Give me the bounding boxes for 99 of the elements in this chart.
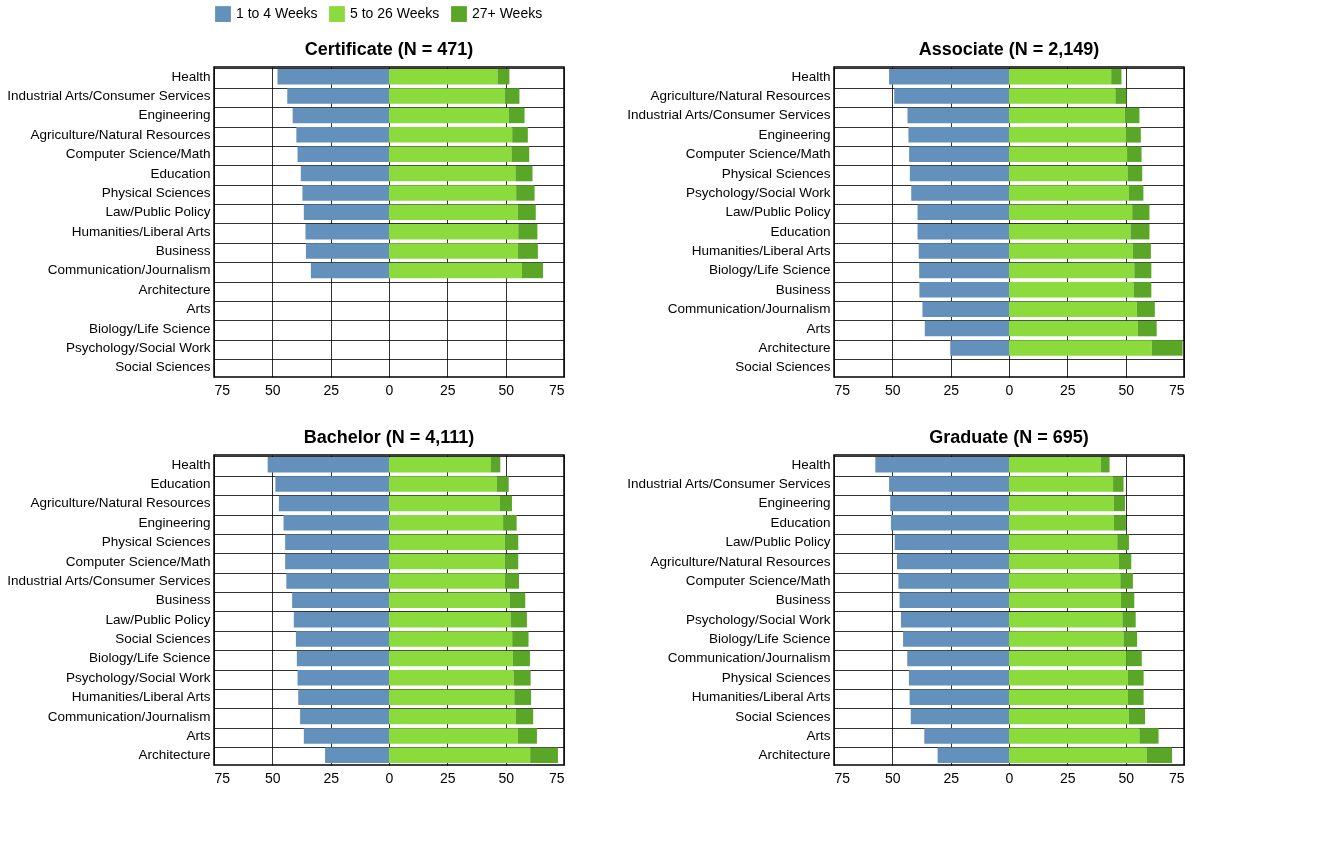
chart-title: Bachelor (N = 4,111) (303, 427, 475, 447)
x-tick-label: 50 (885, 769, 901, 786)
y-tick-label: Law/Public Policy (725, 204, 831, 220)
x-tick-label: 25 (943, 381, 960, 398)
y-tick-label: Engineering (758, 495, 831, 511)
y-tick-label: Psychology/Social Work (685, 611, 831, 627)
x-tick-label: 25 (1060, 381, 1076, 398)
x-tick-label: 50 (885, 381, 901, 398)
x-tick-label: 75 (1168, 769, 1185, 786)
y-tick-label: Biology/Life Science (88, 320, 211, 336)
x-tick-label: 0 (385, 381, 394, 398)
x-tick-label: 75 (548, 381, 565, 398)
x-tick-label: 75 (214, 769, 231, 786)
y-tick-label: Education (150, 165, 211, 181)
y-tick-label: Agriculture/Natural Resources (650, 553, 831, 569)
y-tick-label: Communication/Journalism (47, 708, 211, 724)
y-tick-label: Agriculture/Natural Resources (30, 126, 211, 142)
y-tick-label: Humanities/Liberal Arts (71, 223, 211, 239)
x-tick-label: 50 (265, 769, 281, 786)
y-tick-label: Computer Science/Math (65, 146, 211, 162)
y-tick-label: Agriculture/Natural Resources (30, 495, 211, 511)
y-tick-label: Humanities/Liberal Arts (691, 243, 831, 259)
y-tick-label: Biology/Life Science (708, 262, 831, 278)
y-tick-label: Computer Science/Math (65, 553, 211, 569)
x-tick-label: 0 (385, 769, 394, 786)
y-tick-label: Business (775, 592, 831, 608)
x-tick-label: 25 (943, 769, 960, 786)
y-tick-label: Humanities/Liberal Arts (691, 689, 831, 705)
x-tick-label: 0 (1005, 381, 1014, 398)
x-tick-label: 75 (834, 769, 851, 786)
y-tick-label: Architecture (138, 747, 211, 763)
y-tick-label: Architecture (138, 281, 211, 297)
y-tick-label: Communication/Journalism (667, 650, 831, 666)
y-tick-label: Education (770, 223, 831, 239)
y-tick-label: Business (775, 281, 831, 297)
x-tick-label: 50 (1118, 381, 1135, 398)
y-tick-label: Education (150, 476, 211, 492)
y-tick-label: Psychology/Social Work (65, 669, 211, 685)
y-tick-label: Engineering (138, 514, 211, 530)
x-tick-label: 0 (1005, 769, 1014, 786)
y-tick-label: Computer Science/Math (685, 146, 831, 162)
y-tick-label: Social Sciences (735, 708, 831, 724)
y-tick-label: Biology/Life Science (708, 631, 831, 647)
y-tick-label: Health (171, 456, 211, 472)
x-tick-label: 50 (498, 769, 515, 786)
y-tick-label: Law/Public Policy (725, 534, 831, 550)
y-tick-label: Humanities/Liberal Arts (71, 689, 211, 705)
chart-title: Associate (N = 2,149) (918, 39, 1100, 59)
y-tick-label: Health (791, 68, 831, 84)
y-tick-label: Engineering (138, 107, 211, 123)
x-tick-label: 25 (440, 381, 456, 398)
y-tick-label: Computer Science/Math (685, 572, 831, 588)
x-tick-label: 50 (265, 381, 281, 398)
y-tick-label: Arts (806, 727, 831, 743)
x-tick-label: 25 (323, 381, 340, 398)
x-tick-label: 25 (440, 769, 456, 786)
y-tick-label: Industrial Arts/Consumer Services (7, 572, 211, 588)
y-tick-label: Architecture (758, 339, 831, 355)
y-tick-label: Biology/Life Science (88, 650, 211, 666)
y-tick-label: Agriculture/Natural Resources (650, 88, 831, 104)
y-tick-label: Social Sciences (735, 359, 831, 375)
y-tick-label: Law/Public Policy (105, 611, 211, 627)
y-tick-label: Physical Sciences (721, 669, 831, 685)
y-tick-label: Psychology/Social Work (65, 339, 211, 355)
x-tick-label: 25 (323, 769, 340, 786)
y-tick-label: Business (155, 243, 211, 259)
x-tick-label: 50 (1118, 769, 1135, 786)
y-tick-label: Physical Sciences (101, 534, 211, 550)
y-tick-label: Industrial Arts/Consumer Services (627, 107, 831, 123)
y-tick-label: Industrial Arts/Consumer Services (7, 88, 211, 104)
legend-label: 1 to 4 Weeks (236, 5, 318, 22)
y-tick-label: Social Sciences (115, 359, 211, 375)
y-tick-label: Arts (186, 301, 211, 317)
y-tick-label: Physical Sciences (101, 184, 211, 200)
y-tick-label: Arts (186, 727, 211, 743)
chart-title: Certificate (N = 471) (304, 39, 474, 59)
y-tick-label: Industrial Arts/Consumer Services (627, 476, 831, 492)
y-tick-label: Business (155, 592, 211, 608)
x-tick-label: 75 (214, 381, 231, 398)
legend-label: 27+ Weeks (472, 5, 543, 22)
x-tick-label: 75 (1168, 381, 1185, 398)
x-tick-label: 75 (548, 769, 565, 786)
x-tick-label: 25 (1060, 769, 1076, 786)
y-tick-label: Education (770, 514, 831, 530)
y-tick-label: Engineering (758, 126, 831, 142)
y-tick-label: Psychology/Social Work (685, 184, 831, 200)
y-tick-label: Social Sciences (115, 631, 211, 647)
x-tick-label: 50 (498, 381, 515, 398)
y-tick-label: Architecture (758, 747, 831, 763)
chart-title: Graduate (N = 695) (929, 427, 1089, 447)
y-tick-label: Communication/Journalism (47, 262, 211, 278)
y-tick-label: Arts (806, 320, 831, 336)
y-tick-label: Law/Public Policy (105, 204, 211, 220)
y-tick-label: Physical Sciences (721, 165, 831, 181)
y-tick-label: Health (791, 456, 831, 472)
x-tick-label: 75 (834, 381, 851, 398)
legend-label: 5 to 26 Weeks (350, 5, 440, 22)
y-tick-label: Health (171, 68, 211, 84)
y-tick-label: Communication/Journalism (667, 301, 831, 317)
